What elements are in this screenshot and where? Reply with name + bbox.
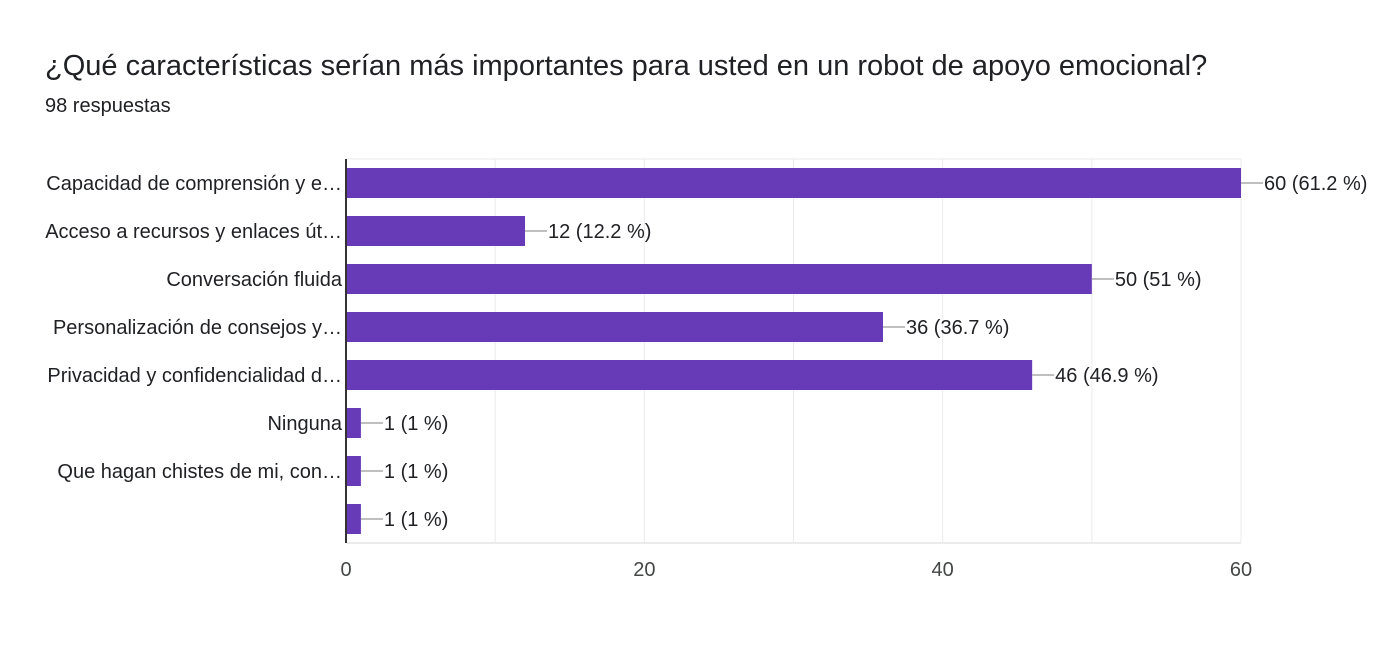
- axes: 0 20 40 60: [340, 159, 1252, 581]
- bar: [346, 504, 361, 534]
- bar: [346, 264, 1092, 294]
- x-tick-label: 20: [633, 559, 655, 581]
- bar: [346, 312, 883, 342]
- data-label: 50 (51 %): [1115, 269, 1202, 291]
- chart-title: ¿Qué características serían más importan…: [45, 50, 1208, 82]
- response-count: 98 respuestas: [45, 95, 171, 117]
- category-label: Privacidad y confidencialidad d…: [47, 365, 342, 387]
- data-label: 46 (46.9 %): [1055, 365, 1158, 387]
- labels: Capacidad de comprensión y e… 60 (61.2 %)…: [45, 173, 1367, 531]
- data-label: 1 (1 %): [384, 509, 448, 531]
- data-label: 36 (36.7 %): [906, 317, 1009, 339]
- x-tick-label: 40: [932, 559, 954, 581]
- category-label: Acceso a recursos y enlaces út…: [45, 221, 342, 243]
- bar: [346, 168, 1241, 198]
- bars: [346, 168, 1241, 534]
- x-tick-label: 60: [1230, 559, 1252, 581]
- category-label: Ninguna: [267, 413, 342, 435]
- category-label: Personalización de consejos y…: [53, 317, 342, 339]
- bar: [346, 408, 361, 438]
- category-label: Conversación fluida: [166, 269, 343, 291]
- bar: [346, 216, 525, 246]
- category-label: Que hagan chistes de mi, con…: [57, 461, 342, 483]
- data-label: 1 (1 %): [384, 413, 448, 435]
- data-label: 1 (1 %): [384, 461, 448, 483]
- bar: [346, 360, 1033, 390]
- data-label: 60 (61.2 %): [1264, 173, 1367, 195]
- data-label: 12 (12.2 %): [548, 221, 651, 243]
- x-tick-label: 0: [340, 559, 351, 581]
- category-label: Capacidad de comprensión y e…: [46, 173, 342, 195]
- bar: [346, 456, 361, 486]
